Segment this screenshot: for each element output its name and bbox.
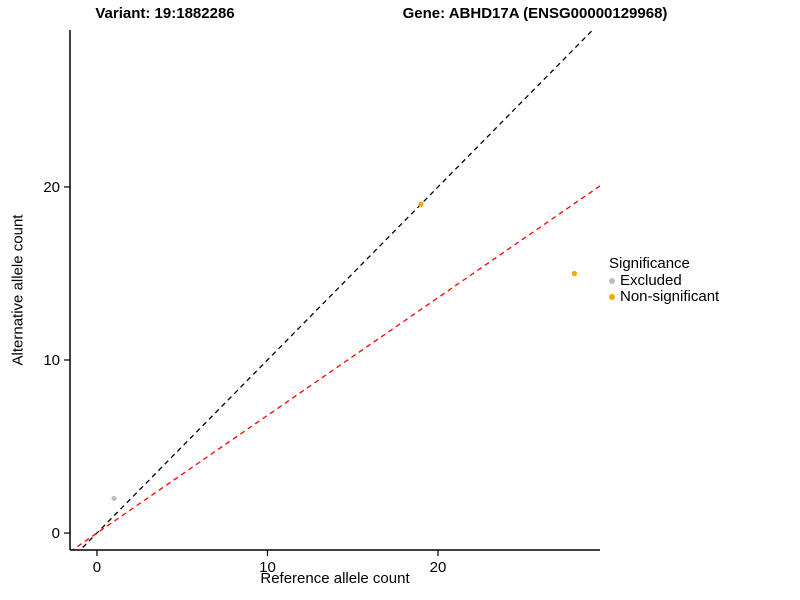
data-point [571, 270, 578, 277]
legend-item-label: Excluded [620, 272, 682, 289]
x-tick-label: 0 [93, 559, 101, 576]
x-tick-label: 10 [259, 559, 276, 576]
x-tick-label: 20 [430, 559, 447, 576]
legend: Significance Excluded Non-significant [609, 256, 719, 305]
y-tick-label: 10 [43, 352, 60, 369]
variant-title: Variant: 19:1882286 [95, 5, 235, 22]
legend-item-excluded: Excluded [609, 273, 719, 289]
data-point [111, 495, 117, 502]
legend-title: Significance [609, 255, 690, 272]
excluded-dot-icon [609, 278, 615, 284]
identity-line [79, 30, 594, 550]
data-point [418, 201, 424, 207]
x-axis-label: Reference allele count [260, 570, 410, 587]
legend-item-label: Non-significant [620, 288, 720, 305]
y-tick-label: 0 [52, 525, 60, 542]
gene-title: Gene: ABHD17A (ENSG00000129968) [402, 5, 668, 22]
y-axis-label: Alternative allele count [9, 214, 27, 366]
legend-item-non-significant: Non-significant [609, 289, 719, 305]
expected-ratio-line [71, 185, 600, 550]
non-significant-dot-icon [609, 294, 615, 300]
y-tick-label: 20 [43, 179, 60, 196]
